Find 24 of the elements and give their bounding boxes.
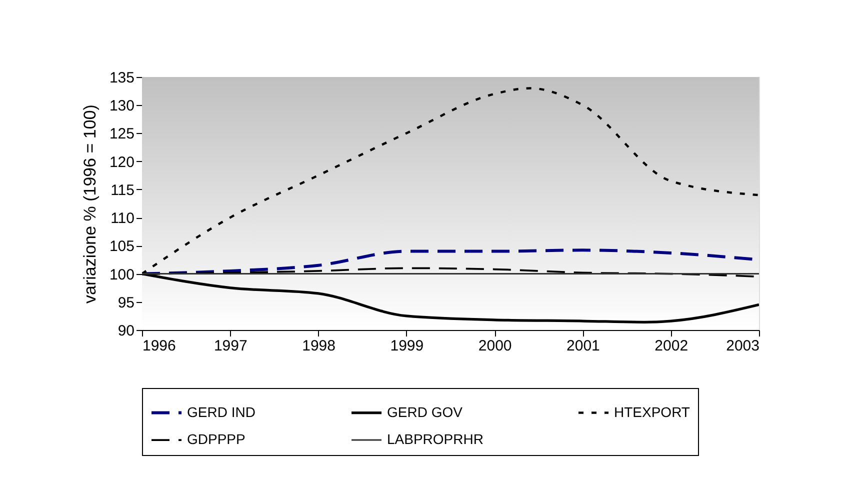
- y-axis-title: variazione % (1996 = 100): [80, 104, 100, 304]
- legend-label: GERD IND: [187, 404, 256, 420]
- y-tick-label: 125: [109, 126, 134, 143]
- legend-label: HTEXPORT: [614, 404, 690, 420]
- y-tick-label: 115: [110, 182, 134, 199]
- x-tick-label: 1997: [214, 338, 248, 354]
- y-tick-label: 105: [109, 238, 134, 256]
- y-tick-label: 95: [118, 294, 134, 312]
- x-tick-label: 1996: [142, 338, 176, 354]
- legend-label: GDPPPP: [187, 431, 246, 447]
- legend-label: LABPROPRHR: [387, 431, 484, 447]
- x-tick-label: 1998: [302, 338, 336, 354]
- x-tick-label: 2003: [726, 338, 760, 354]
- y-tick-label: 110: [110, 210, 134, 228]
- x-tick-label: 1999: [390, 338, 424, 354]
- y-tick-label: 135: [109, 70, 134, 86]
- x-tick-label: 2000: [478, 338, 512, 354]
- legend-label: GERD GOV: [387, 404, 464, 420]
- y-tick-label: 100: [109, 266, 134, 284]
- y-tick-label: 90: [118, 322, 134, 340]
- y-tick-label: 120: [109, 154, 134, 171]
- x-tick-label: 2001: [566, 338, 600, 354]
- x-tick-label: 2002: [654, 338, 688, 354]
- y-tick-label: 130: [109, 98, 134, 115]
